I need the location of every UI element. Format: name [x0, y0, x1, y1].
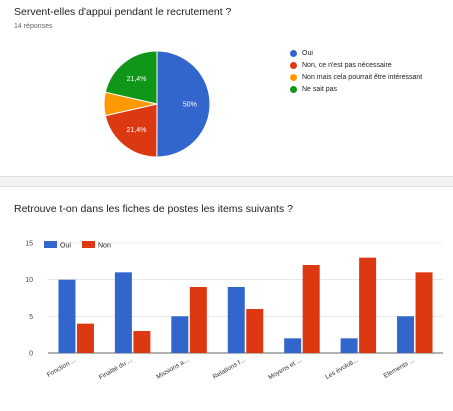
legend-dot-icon: [290, 85, 297, 93]
pie-chart: 50% 21,4% 21,4%: [103, 50, 211, 158]
bar: [76, 323, 94, 353]
bar-legend-label: Non: [98, 243, 111, 250]
bar: [171, 316, 189, 353]
y-tick-label: 10: [25, 277, 33, 284]
bar-question-title: Retrouve t-on dans les fiches de postes …: [14, 203, 293, 215]
bar-legend-label: Oui: [60, 243, 71, 250]
response-count: 14 réponses: [14, 23, 53, 30]
pie-legend-item: Oui: [290, 48, 422, 60]
bar: [58, 279, 76, 353]
bar: [246, 309, 264, 353]
bar: [415, 272, 433, 353]
x-tick-label: Missions a...: [155, 357, 190, 381]
pie-legend-label: Non, ce n'est pas nécessaire: [302, 62, 392, 70]
legend-dot-icon: [290, 50, 297, 58]
bar: [340, 338, 358, 353]
pie-question-card: Servent-elles d'appui pendant le recrute…: [0, 0, 453, 177]
pie-legend-label: Ne sait pas: [302, 85, 338, 93]
x-tick-label: Elements ...: [383, 357, 416, 380]
pie-question-title: Servent-elles d'appui pendant le recrute…: [14, 6, 232, 18]
legend-dot-icon: [290, 73, 297, 81]
legend-dot-icon: [290, 62, 297, 70]
bar: [189, 287, 207, 353]
bar: [359, 257, 377, 353]
x-tick-label: Finalité du ...: [98, 357, 134, 382]
bar: [284, 338, 302, 353]
bar-legend-swatch: [82, 241, 95, 248]
pie-slice: [104, 103, 158, 158]
bar: [302, 265, 320, 353]
pie-slice-label: 21,4%: [127, 127, 147, 134]
x-tick-label: Fonction ...: [46, 357, 78, 379]
pie-slice-label: 50%: [183, 102, 197, 109]
bar-legend-swatch: [44, 241, 57, 248]
pie-legend-label: Oui: [302, 50, 313, 58]
y-tick-label: 5: [29, 314, 33, 321]
bar: [227, 287, 245, 353]
bar-question-card: Retrouve t-on dans les fiches de postes …: [0, 186, 453, 411]
pie-slice-label: 21,4%: [127, 76, 147, 83]
pie-legend-item: Non, ce n'est pas nécessaire: [290, 60, 422, 72]
bar: [114, 272, 132, 353]
pie-legend-item: Ne sait pas: [290, 83, 422, 95]
y-tick-label: 0: [29, 351, 33, 358]
x-tick-label: Les évoluti...: [324, 357, 359, 381]
pie-legend-item: Non mais cela pourrait être intéressant: [290, 72, 422, 84]
pie-slice: [156, 50, 211, 158]
y-tick-label: 15: [25, 241, 33, 248]
x-tick-label: Moyens et ...: [267, 357, 303, 382]
pie-slice: [104, 50, 158, 105]
x-tick-label: Relations f...: [212, 357, 247, 381]
bar-chart: 0 5 10 15 Oui Non Fonction ... Finalité du ... M…: [25, 241, 443, 382]
bar: [397, 316, 415, 353]
pie-legend: Oui Non, ce n'est pas nécessaire Non mais …: [290, 48, 422, 95]
pie-legend-label: Non mais cela pourrait être intéressant: [302, 73, 423, 81]
bar: [133, 331, 151, 353]
